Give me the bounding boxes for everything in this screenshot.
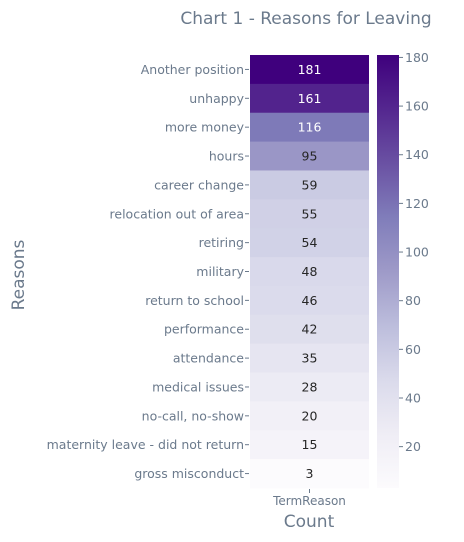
y-tick-label: relocation out of area xyxy=(110,206,244,221)
y-tick-label: performance xyxy=(164,322,244,337)
colorbar-tick-label: 80 xyxy=(405,293,421,308)
y-tick-label: hours xyxy=(209,149,244,164)
cell-value-label: 15 xyxy=(302,437,318,452)
heatmap-cell xyxy=(250,141,369,171)
y-axis-label: Reasons xyxy=(9,239,29,310)
heatmap-cell xyxy=(250,343,369,374)
heatmap-cell xyxy=(250,170,369,200)
cell-value-label: 54 xyxy=(302,235,318,250)
y-tick-label: return to school xyxy=(145,293,244,308)
y-tick-label: military xyxy=(196,264,244,279)
x-axis-label: Count xyxy=(284,512,335,532)
y-tick-label: gross misconduct xyxy=(134,466,244,481)
y-tick-label: unhappy xyxy=(189,91,244,106)
cell-value-label: 59 xyxy=(302,177,318,192)
cell-value-label: 3 xyxy=(306,466,314,481)
heatmap-cell xyxy=(250,401,369,431)
cell-value-label: 55 xyxy=(302,206,318,221)
heatmap-cell xyxy=(250,228,369,258)
y-tick-label: attendance xyxy=(173,351,244,366)
y-tick-label: career change xyxy=(154,177,244,192)
cell-value-label: 161 xyxy=(298,91,322,106)
chart-title: Chart 1 - Reasons for Leaving xyxy=(180,9,431,29)
colorbar-tick-label: 160 xyxy=(405,99,429,114)
y-tick-label: medical issues xyxy=(152,379,244,394)
x-tick-label: TermReason xyxy=(272,494,346,508)
colorbar-tick-label: 40 xyxy=(405,390,421,405)
heatmap-cell xyxy=(250,112,369,143)
heatmap-cell xyxy=(250,257,369,287)
y-tick-label: maternity leave - did not return xyxy=(47,437,244,452)
cell-value-label: 35 xyxy=(302,351,318,366)
heatmap-cell xyxy=(250,83,369,114)
y-tick-label: more money xyxy=(165,120,245,135)
cell-value-label: 20 xyxy=(302,408,318,423)
cell-value-label: 46 xyxy=(302,293,318,308)
heatmap-cell xyxy=(250,314,369,345)
cell-value-label: 181 xyxy=(298,62,322,77)
y-tick-label: Another position xyxy=(141,62,244,77)
y-tick-label: retiring xyxy=(199,235,244,250)
cell-value-label: 42 xyxy=(302,322,318,337)
colorbar-tick-label: 20 xyxy=(405,439,421,454)
colorbar-axis: 20 40 60 80 100 120 140 160 180 xyxy=(399,50,429,454)
y-tick-label: no-call, no-show xyxy=(142,408,244,423)
colorbar-tick-label: 120 xyxy=(405,196,429,211)
colorbar xyxy=(377,55,399,488)
heatmap-cell xyxy=(250,55,369,85)
heatmap-cell xyxy=(250,199,369,229)
colorbar-tick-label: 60 xyxy=(405,342,421,357)
cell-value-label: 48 xyxy=(302,264,318,279)
cell-value-label: 116 xyxy=(298,120,322,135)
heatmap-cell xyxy=(250,430,369,460)
heatmap-cell xyxy=(250,459,369,489)
colorbar-tick-label: 100 xyxy=(405,245,429,260)
x-axis: TermReason xyxy=(272,489,346,508)
heatmap-cell xyxy=(250,285,369,316)
cell-value-label: 28 xyxy=(302,379,318,394)
cell-value-label: 95 xyxy=(302,149,318,164)
colorbar-tick-label: 180 xyxy=(405,50,429,65)
colorbar-tick-label: 140 xyxy=(405,147,429,162)
heatmap-cell xyxy=(250,372,369,402)
heatmap-rows: 181 Another position 161 unhappy 116 more mon… xyxy=(47,55,369,489)
